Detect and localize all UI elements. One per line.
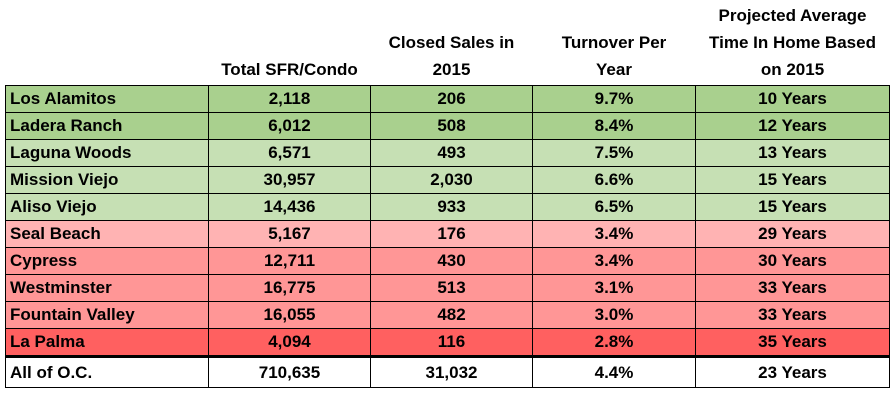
- cell-turnover: 6.5%: [532, 193, 696, 221]
- cell-city: Cypress: [5, 247, 209, 275]
- table-row: Laguna Woods 6,571 493 7.5% 13 Years: [5, 139, 890, 167]
- cell-sales: 493: [370, 139, 533, 167]
- table-row: Fountain Valley 16,055 482 3.0% 33 Years: [5, 301, 890, 329]
- cell-city: Seal Beach: [5, 220, 209, 248]
- table-body: Los Alamitos 2,118 206 9.7% 10 Years Ladera R…: [5, 85, 890, 388]
- table-row: Cypress 12,711 430 3.4% 30 Years: [5, 247, 890, 275]
- cell-time: 15 Years: [695, 166, 890, 194]
- cell-time: 29 Years: [695, 220, 890, 248]
- cell-time: 13 Years: [695, 139, 890, 167]
- cell-total: 14,436: [208, 193, 371, 221]
- cell-sales: 482: [370, 301, 533, 329]
- cell-sales: 508: [370, 112, 533, 140]
- table-row: Westminster 16,775 513 3.1% 33 Years: [5, 274, 890, 302]
- cell-sales: 31,032: [370, 355, 533, 388]
- cell-sales: 430: [370, 247, 533, 275]
- cell-time: 33 Years: [695, 301, 890, 329]
- cell-city: Laguna Woods: [5, 139, 209, 167]
- table-row: Mission Viejo 30,957 2,030 6.6% 15 Years: [5, 166, 890, 194]
- cell-total: 4,094: [208, 328, 371, 357]
- cell-sales: 176: [370, 220, 533, 248]
- cell-sales: 206: [370, 85, 533, 113]
- header-total-sfr-condo: Total SFR/Condo: [221, 60, 358, 79]
- table-row: La Palma 4,094 116 2.8% 35 Years: [5, 328, 890, 357]
- header-turnover: Turnover Per Year: [561, 33, 667, 79]
- cell-city: All of O.C.: [5, 355, 209, 388]
- table-row: Aliso Viejo 14,436 933 6.5% 15 Years: [5, 193, 890, 221]
- cell-city: Los Alamitos: [5, 85, 209, 113]
- cell-turnover: 8.4%: [532, 112, 696, 140]
- table-row: Los Alamitos 2,118 206 9.7% 10 Years: [5, 85, 890, 113]
- cell-total: 6,012: [208, 112, 371, 140]
- cell-turnover: 3.4%: [532, 247, 696, 275]
- cell-turnover: 3.1%: [532, 274, 696, 302]
- cell-total: 5,167: [208, 220, 371, 248]
- cell-sales: 513: [370, 274, 533, 302]
- cell-sales: 2,030: [370, 166, 533, 194]
- housing-turnover-table: Total SFR/Condo Closed Sales in 2015 Tur…: [5, 0, 890, 388]
- cell-turnover: 2.8%: [532, 328, 696, 357]
- cell-time: 12 Years: [695, 112, 890, 140]
- cell-turnover: 6.6%: [532, 166, 696, 194]
- cell-time: 30 Years: [695, 247, 890, 275]
- cell-total: 16,055: [208, 301, 371, 329]
- header-row: Total SFR/Condo Closed Sales in 2015 Tur…: [6, 0, 890, 86]
- cell-total: 710,635: [208, 355, 371, 388]
- cell-time: 10 Years: [695, 85, 890, 113]
- header-projected-time: Projected Average Time In Home Based on …: [709, 6, 876, 79]
- cell-turnover: 4.4%: [532, 355, 696, 388]
- cell-city: La Palma: [5, 328, 209, 357]
- header-city: [6, 0, 209, 86]
- cell-turnover: 3.0%: [532, 301, 696, 329]
- cell-total: 12,711: [208, 247, 371, 275]
- cell-time: 15 Years: [695, 193, 890, 221]
- table-row: Ladera Ranch 6,012 508 8.4% 12 Years: [5, 112, 890, 140]
- cell-city: Westminster: [5, 274, 209, 302]
- cell-turnover: 9.7%: [532, 85, 696, 113]
- cell-time: 33 Years: [695, 274, 890, 302]
- cell-turnover: 7.5%: [532, 139, 696, 167]
- cell-time: 23 Years: [695, 355, 890, 388]
- cell-sales: 933: [370, 193, 533, 221]
- cell-turnover: 3.4%: [532, 220, 696, 248]
- cell-sales: 116: [370, 328, 533, 357]
- table-row: Seal Beach 5,167 176 3.4% 29 Years: [5, 220, 890, 248]
- cell-city: Fountain Valley: [5, 301, 209, 329]
- cell-total: 16,775: [208, 274, 371, 302]
- cell-time: 35 Years: [695, 328, 890, 357]
- total-row: All of O.C. 710,635 31,032 4.4% 23 Years: [5, 355, 890, 388]
- cell-city: Aliso Viejo: [5, 193, 209, 221]
- cell-total: 2,118: [208, 85, 371, 113]
- cell-city: Ladera Ranch: [5, 112, 209, 140]
- header-closed-sales: Closed Sales in 2015: [388, 33, 515, 79]
- cell-city: Mission Viejo: [5, 166, 209, 194]
- cell-total: 6,571: [208, 139, 371, 167]
- cell-total: 30,957: [208, 166, 371, 194]
